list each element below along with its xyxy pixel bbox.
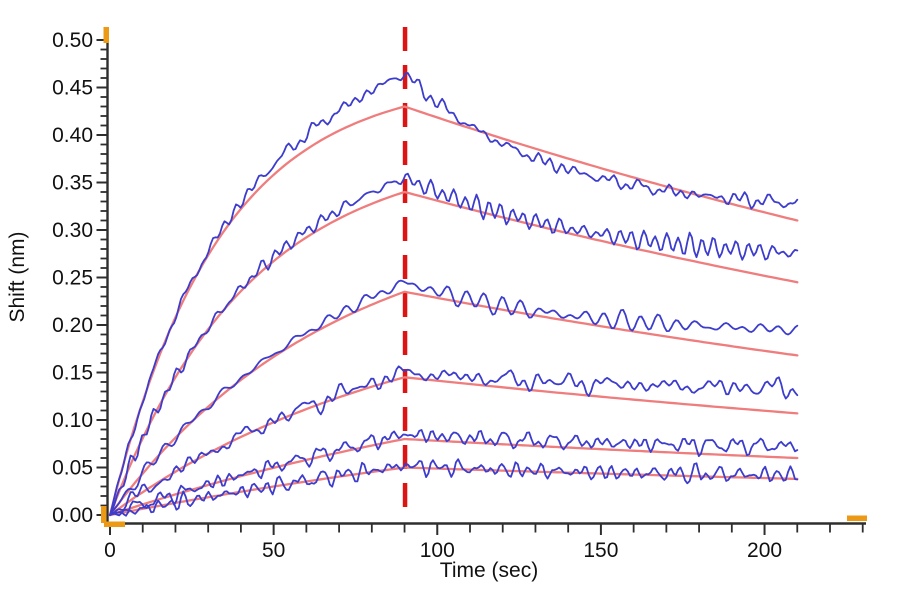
- y-axis-top-range-marker: [103, 27, 109, 43]
- x-tick-label: 50: [262, 539, 285, 562]
- fit-trace-pair-6: [108, 466, 799, 517]
- y-tick-label: 0.15: [52, 362, 93, 385]
- origin-range-marker-horizontal: [104, 521, 125, 527]
- y-tick-label: 0.40: [52, 124, 93, 147]
- axis-range-markers: [101, 27, 867, 527]
- measured-trace-pair-6: [109, 458, 799, 517]
- y-tick-label: 0.50: [52, 29, 93, 52]
- fit-trace-pair-5: [108, 437, 799, 517]
- origin-range-marker-vertical: [101, 506, 107, 523]
- x-tick-label: 200: [747, 539, 782, 562]
- measured-trace-pair-5: [109, 429, 799, 517]
- y-tick-label: 0.00: [52, 504, 93, 527]
- y-tick-label: 0.35: [52, 172, 93, 195]
- fit-trace-pair-4: [108, 376, 799, 517]
- x-tick-label: 0: [104, 539, 116, 562]
- y-tick-label: 0.10: [52, 409, 93, 432]
- x-axis-end-range-marker: [847, 515, 867, 521]
- x-tick-label: 150: [583, 539, 618, 562]
- measured-trace-pair-2: [109, 172, 799, 516]
- measured-traces-group: [109, 72, 799, 517]
- x-axis: 0 50 100 150 200: [104, 522, 866, 562]
- y-tick-label: 0.30: [52, 219, 93, 242]
- y-tick-label: 0.20: [52, 314, 93, 337]
- y-axis: 0.00 0.05 0.10 0.15 0.20 0.25 0.30 0.35 0.40 0.45…: [52, 29, 109, 527]
- fit-traces-group: [108, 105, 799, 517]
- measured-trace-pair-1: [109, 72, 799, 516]
- measured-trace-pair-3: [109, 279, 799, 516]
- fit-trace-pair-1: [108, 105, 799, 517]
- x-axis-label: Time (sec): [440, 559, 538, 582]
- y-tick-label: 0.25: [52, 267, 93, 290]
- y-tick-label: 0.05: [52, 457, 93, 480]
- x-tick-label: 100: [420, 539, 455, 562]
- y-axis-label: Shift (nm): [6, 231, 29, 322]
- y-tick-label: 0.45: [52, 77, 93, 100]
- measured-trace-pair-4: [109, 365, 799, 516]
